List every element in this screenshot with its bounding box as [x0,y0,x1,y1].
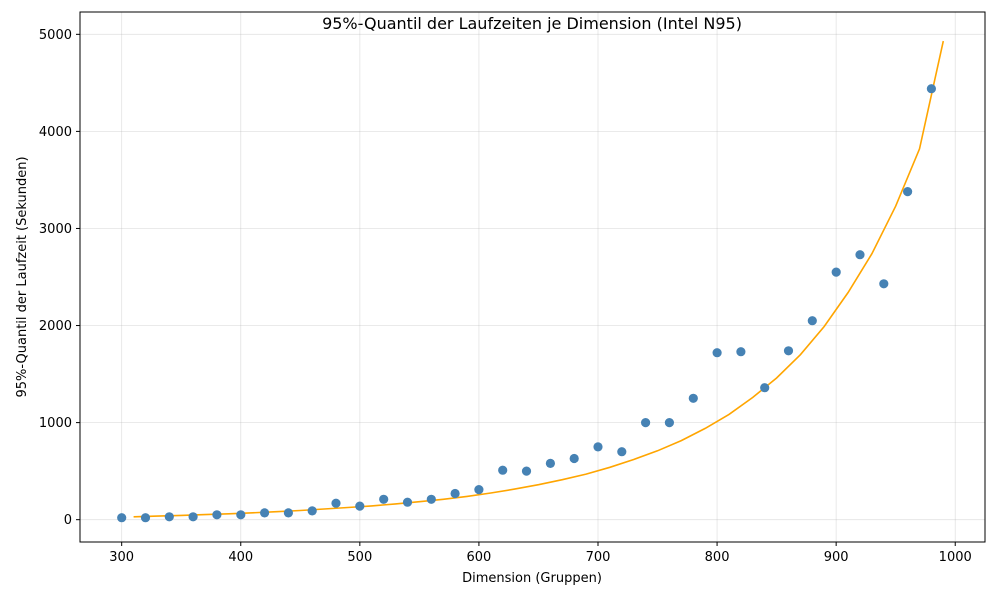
x-tick-label: 700 [586,550,611,565]
data-point [140,513,151,523]
data-point [831,267,841,277]
x-tick-label: 900 [824,550,849,565]
data-point [236,510,246,520]
fit-curve [133,40,945,518]
data-point [260,508,270,518]
x-tick-label: 600 [467,550,492,565]
y-tick-label: 0 [64,513,72,528]
data-point [450,488,460,499]
data-point [879,279,889,289]
data-point [712,348,722,358]
data-point [760,383,770,393]
fit-line [133,40,945,518]
data-point [926,84,937,94]
y-axis: 0 1000 2000 3000 4000 5000 [39,28,80,528]
y-tick-label: 4000 [39,125,72,140]
x-tick-label: 400 [228,550,253,565]
data-point [355,501,365,511]
data-point [855,250,865,260]
data-point [331,498,341,508]
data-point [283,508,293,518]
data-point [474,485,484,495]
data-point [903,187,913,197]
y-tick-label: 2000 [39,319,72,334]
data-point [688,393,698,403]
x-axis-label: Dimension (Gruppen) [462,571,602,586]
y-axis-label: 95%-Quantil der Laufzeit (Sekunden) [15,156,30,397]
data-point [545,458,556,468]
data-point [807,316,817,326]
data-point [188,512,198,522]
chart-title: 95%-Quantil der Laufzeiten je Dimension … [322,14,742,33]
data-point [426,494,436,504]
data-point [617,447,627,457]
data-point [783,346,794,356]
y-tick-label: 5000 [39,28,72,43]
data-point [569,453,579,464]
data-point [307,506,317,516]
y-tick-label: 1000 [39,416,72,431]
data-point [402,497,413,507]
data-point [664,418,675,428]
plot-frame [79,11,986,543]
data-point [498,465,508,475]
data-point [521,466,532,476]
data-point [641,418,651,428]
data-points [117,84,937,523]
x-tick-label: 800 [705,550,730,565]
data-point [593,442,603,452]
data-point [117,513,127,523]
data-point [736,347,746,357]
grid [80,12,985,542]
data-point [212,510,222,520]
x-tick-label: 500 [347,550,372,565]
x-tick-label: 1000 [939,550,972,565]
y-tick-label: 3000 [39,222,72,237]
data-point [379,494,389,504]
x-tick-label: 300 [109,550,134,565]
x-axis: 300 400 500 600 700 800 900 1000 [109,542,972,565]
data-point [164,512,174,522]
